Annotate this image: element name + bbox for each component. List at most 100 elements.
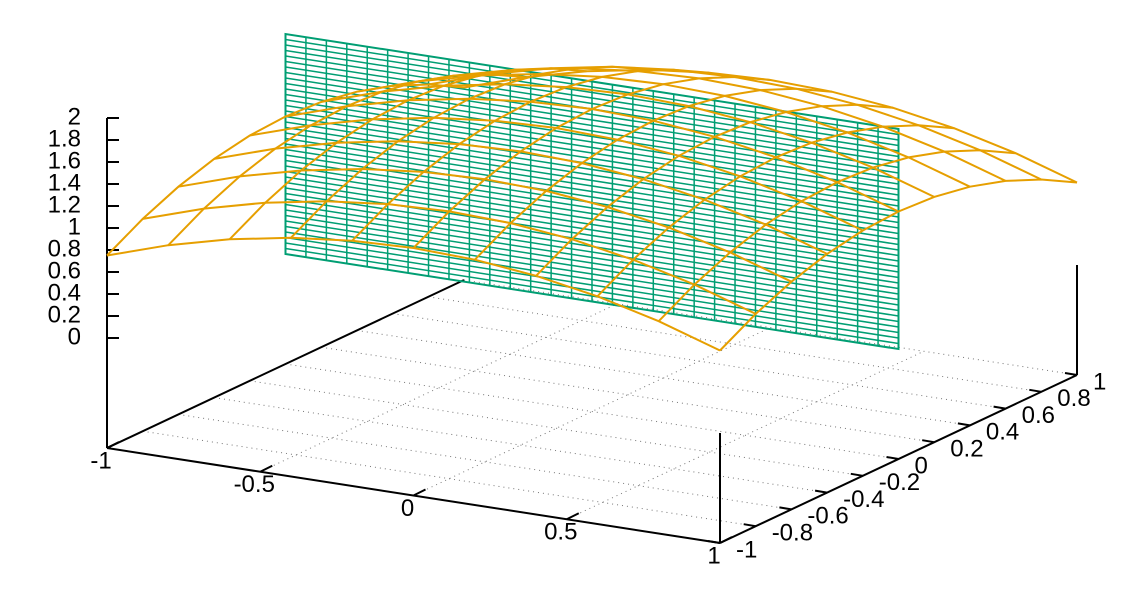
- y-tick: [850, 472, 863, 477]
- surface-line: [412, 75, 771, 249]
- surface-line: [228, 67, 587, 240]
- surface-line: [596, 124, 955, 297]
- plane-mesh: [285, 225, 899, 323]
- grid-line: [321, 346, 935, 443]
- y-tick: [743, 523, 756, 528]
- surface-line: [657, 149, 1016, 322]
- plane-mesh: [285, 99, 899, 196]
- z-tick-label: 1.4: [48, 169, 81, 196]
- plane-mesh: [285, 236, 899, 334]
- x-tick: [413, 488, 426, 497]
- y-tick: [707, 540, 721, 544]
- surface-line: [535, 103, 894, 277]
- x-tick-label: -0.5: [234, 471, 275, 498]
- surface-line: [290, 65, 648, 239]
- grid-line: [178, 413, 792, 510]
- z-tick-label: 1.2: [48, 191, 81, 218]
- x-tick: [259, 464, 273, 473]
- grid-line: [428, 296, 1042, 393]
- z-tick-label: 2: [68, 103, 81, 130]
- y-tick: [1029, 388, 1042, 393]
- grid-line: [285, 363, 899, 460]
- plane-mesh: [285, 66, 899, 163]
- surface-line: [167, 73, 526, 246]
- axis-line: [106, 279, 465, 449]
- plane-mesh: [285, 126, 899, 224]
- plane-mesh: [285, 143, 899, 240]
- plane: [284, 32, 900, 351]
- surface-line: [719, 178, 1078, 352]
- y-tick-label: 0.8: [1057, 385, 1090, 412]
- z-tick-label: 1.8: [48, 125, 81, 152]
- y-tick-label: 1: [1093, 368, 1106, 395]
- plane-mesh: [285, 44, 899, 141]
- x-tick-label: 0.5: [544, 519, 577, 546]
- y-tick-label: 0.4: [986, 419, 1019, 446]
- z-tick-label: 0: [68, 323, 81, 350]
- y-tick-label: -0.4: [843, 486, 884, 513]
- plane-mesh: [285, 192, 899, 290]
- z-tick-label: 0.4: [48, 279, 81, 306]
- y-tick: [886, 456, 899, 460]
- plane-mesh: [285, 49, 899, 147]
- y-tick-label: 0.2: [950, 436, 983, 463]
- grid-line: [249, 380, 863, 477]
- x-tick: [106, 441, 120, 449]
- y-tick: [814, 489, 828, 494]
- plane-mesh: [285, 170, 899, 268]
- y-tick-label: 0: [915, 452, 928, 479]
- plane-mesh: [285, 209, 899, 306]
- y-tick: [1064, 372, 1078, 376]
- grid-line: [392, 313, 1006, 410]
- y-tick: [957, 422, 971, 427]
- plane-mesh: [285, 38, 899, 136]
- surface-line: [106, 236, 721, 352]
- y-tick-label: -0.6: [807, 503, 848, 530]
- z-tick-label: 0.8: [48, 235, 81, 262]
- y-tick: [993, 405, 1006, 410]
- x-tick-label: 0: [401, 495, 414, 522]
- grid-line: [413, 327, 771, 496]
- plane-mesh: [285, 82, 899, 180]
- plane-mesh: [285, 165, 899, 262]
- surface-line: [351, 68, 710, 242]
- y-tick-label: 0.6: [1022, 402, 1055, 429]
- y-tick: [779, 506, 792, 511]
- z-tick-label: 1: [68, 213, 81, 240]
- x-tick-label: -1: [90, 447, 111, 474]
- plane-mesh: [285, 121, 899, 218]
- plane-mesh: [285, 104, 899, 202]
- plane-mesh: [285, 55, 899, 152]
- plane-mesh: [285, 115, 899, 213]
- plane-mesh: [285, 137, 899, 235]
- surface-line: [474, 87, 832, 261]
- y-tick-label: -0.2: [879, 469, 920, 496]
- z-tick-label: 1.6: [48, 147, 81, 174]
- x-tick: [566, 512, 580, 521]
- y-tick-label: -0.8: [772, 520, 813, 547]
- plane-mesh: [285, 231, 899, 328]
- x-tick: [719, 536, 733, 544]
- plane-mesh: [285, 110, 899, 207]
- plane-mesh: [285, 181, 899, 279]
- plane-mesh: [285, 71, 899, 169]
- plane-mesh: [285, 77, 899, 174]
- grid-line: [356, 329, 970, 426]
- plane-mesh: [285, 247, 899, 345]
- x-tick-label: 1: [707, 542, 720, 569]
- grid-line: [142, 430, 756, 527]
- y-tick-label: -1: [736, 536, 757, 563]
- grid-line: [214, 397, 828, 494]
- z-tick-label: 0.6: [48, 257, 81, 284]
- y-tick: [922, 439, 935, 444]
- plane-mesh: [285, 214, 899, 312]
- plane-mesh: [285, 220, 899, 317]
- grid-line: [463, 279, 1078, 376]
- grid-line: [566, 350, 924, 520]
- z-tick-label: 0.2: [48, 301, 81, 328]
- plane-mesh: [285, 88, 899, 185]
- plane-mesh: [285, 176, 899, 273]
- plane-mesh: [285, 203, 899, 301]
